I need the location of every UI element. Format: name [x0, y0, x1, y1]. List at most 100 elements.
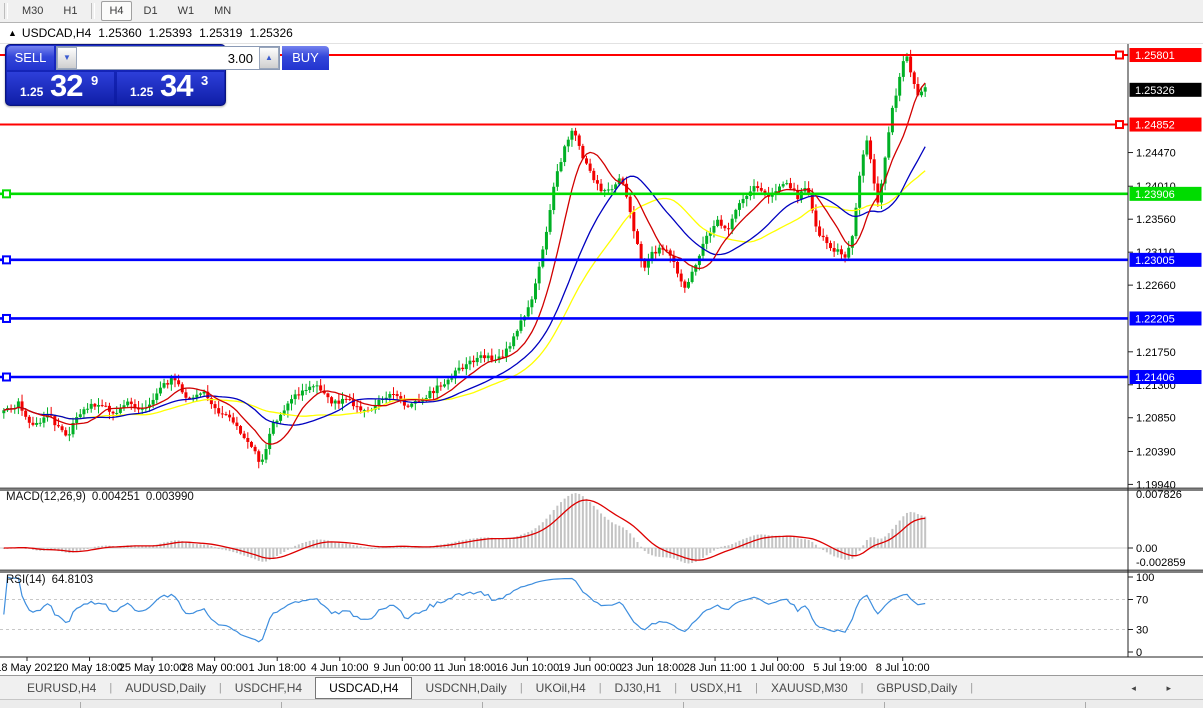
chart-plot-area[interactable]	[0, 43, 1128, 657]
time-label: 9 Jun 00:00	[374, 662, 432, 674]
macd-scale-max: 0.007826	[1136, 489, 1182, 501]
price-tick-label: 1.23560	[1136, 214, 1176, 226]
time-label: 8 Jul 10:00	[876, 662, 930, 674]
tab-audusd-daily[interactable]: AUDUSD,Daily	[125, 681, 206, 695]
buy-price-button[interactable]: 1.25 34 3	[117, 68, 224, 104]
hline-handle[interactable]	[2, 372, 11, 382]
tab-bar-strip	[0, 699, 1203, 708]
tab-gbpusd-daily[interactable]: GBPUSD,Daily	[876, 681, 958, 695]
timeframe-button-mn[interactable]: MN	[214, 5, 232, 17]
time-label: 25 May 10:00	[119, 662, 186, 674]
chart-tab-bar: EURUSD,H4 | AUDUSD,Daily | USDCHF,H4 USDCAD,H…	[0, 675, 1203, 708]
ohlc-open: 1.25360	[98, 26, 142, 40]
strip-tick	[884, 702, 885, 708]
tab-eurusd-h4[interactable]: EURUSD,H4	[27, 681, 97, 695]
one-click-trading-panel: SELL ▼ ▲ BUY 1.25 32 9 1.25 34 3	[5, 44, 329, 106]
toolbar-groove	[91, 3, 96, 19]
time-label: 5 Jul 19:00	[813, 662, 867, 674]
time-label: 11 Jun 18:00	[433, 662, 496, 674]
tab-divider: |	[109, 682, 113, 694]
tab-ukoil-h4[interactable]: UKOil,H4	[535, 681, 586, 695]
volume-increase-button[interactable]: ▲	[259, 47, 279, 69]
volume-spinner: ▼ ▲	[56, 46, 280, 70]
time-label: 28 Jun 11:00	[684, 662, 747, 674]
tab-divider: |	[674, 682, 678, 694]
hline-handle[interactable]	[2, 313, 11, 323]
rsi-scale-30: 30	[1136, 625, 1148, 637]
buy-price-prefix: 1.25	[130, 85, 154, 99]
hline-handle[interactable]	[2, 189, 11, 199]
tab-divider: |	[860, 682, 864, 694]
price-tick-label: 1.20850	[1136, 413, 1176, 425]
timeframe-button-h1[interactable]: H1	[63, 5, 78, 17]
tab-divider: |	[218, 682, 222, 694]
price-tick-label: 1.24470	[1136, 148, 1176, 160]
tab-usdx-h1[interactable]: USDX,H1	[690, 681, 743, 695]
tab-divider: |	[970, 682, 974, 694]
price-tick-label: 1.20390	[1136, 446, 1176, 458]
time-label: 20 May 18:00	[56, 662, 123, 674]
collapse-triangle-icon[interactable]: ▲	[8, 28, 17, 38]
hline-price-label: 1.23906	[1135, 189, 1175, 201]
strip-tick	[482, 702, 483, 708]
moving-average-ma-mid	[3, 146, 926, 426]
candlesticks[interactable]	[2, 49, 927, 469]
sell-price-button[interactable]: 1.25 32 9	[7, 68, 114, 104]
timeframe-button-d1[interactable]: D1	[143, 5, 158, 17]
price-axis: 1.244701.240101.235601.231101.226601.217…	[1128, 48, 1202, 659]
sell-button[interactable]: SELL	[7, 46, 54, 70]
time-label: 19 Jun 00:00	[558, 662, 622, 674]
sell-price-prefix: 1.25	[20, 85, 44, 99]
timeframe-button-h4[interactable]: H4	[101, 1, 132, 21]
time-label: 16 Jun 10:00	[496, 662, 560, 674]
hline-handle[interactable]	[1115, 120, 1124, 130]
moving-average-ma-slow	[3, 170, 926, 420]
tab-usdcnh-daily[interactable]: USDCNH,Daily	[425, 681, 507, 695]
tab-xauusd-m30[interactable]: XAUUSD,M30	[770, 681, 848, 695]
macd-indicator-label: MACD(12,26,9) 0.004251 0.003990	[6, 491, 194, 503]
chart-symbol-title: USDCAD,H4	[21, 26, 92, 40]
sell-price-big: 32	[50, 68, 83, 103]
sell-price-sup: 9	[91, 73, 99, 88]
timeframe-toolbar: M30 H1 H4 D1 W1 MN	[0, 0, 1203, 23]
ohlc-close: 1.25326	[249, 26, 293, 40]
time-label: 28 May 00:00	[181, 662, 248, 674]
hline-price-label: 1.25801	[1135, 50, 1175, 62]
tab-scroll-left-button[interactable]: ◂	[1131, 683, 1150, 693]
tab-divider: |	[755, 682, 758, 694]
buy-button[interactable]: BUY	[282, 46, 329, 70]
macd-scale-min: -0.002859	[1136, 557, 1186, 569]
tab-usdcad-h4[interactable]: USDCAD,H4	[315, 677, 413, 699]
hline-handle[interactable]	[1115, 50, 1124, 60]
hline-price-label: 1.23005	[1135, 255, 1175, 267]
tab-scroll-right-button[interactable]: ▸	[1166, 683, 1185, 693]
tab-dj30-h1[interactable]: DJ30,H1	[614, 681, 662, 695]
time-label: 1 Jun 18:00	[248, 662, 306, 674]
current-price-label: 1.25326	[1135, 85, 1175, 97]
macd-signal-line	[3, 499, 926, 561]
macd-scale-zero: 0.00	[1136, 543, 1157, 555]
rsi-scale-70: 70	[1136, 595, 1148, 607]
tab-divider: |	[598, 682, 602, 694]
tab-usdchf-h4[interactable]: USDCHF,H4	[234, 681, 303, 695]
hline-handle[interactable]	[2, 255, 11, 265]
horizontal-lines[interactable]	[0, 50, 1128, 382]
rsi-scale-100: 100	[1136, 572, 1154, 584]
price-tick-label: 1.19940	[1136, 479, 1176, 491]
hline-price-label: 1.24852	[1135, 120, 1175, 132]
tab-divider: |	[519, 682, 523, 694]
volume-input[interactable]	[77, 47, 259, 69]
ohlc-low: 1.25319	[199, 26, 243, 40]
rsi-scale-0: 0	[1136, 647, 1142, 659]
chart-title-bar: ▲ USDCAD,H4 1.25360 1.25393 1.25319 1.25…	[0, 23, 1203, 44]
buy-price-big: 34	[160, 68, 193, 103]
hline-price-label: 1.21406	[1135, 372, 1175, 384]
chart-frame	[0, 43, 1203, 658]
volume-decrease-button[interactable]: ▼	[57, 47, 77, 69]
timeframe-button-w1[interactable]: W1	[177, 5, 195, 17]
time-label: 23 Jun 18:00	[621, 662, 685, 674]
timeframe-button-m30[interactable]: M30	[22, 5, 44, 17]
